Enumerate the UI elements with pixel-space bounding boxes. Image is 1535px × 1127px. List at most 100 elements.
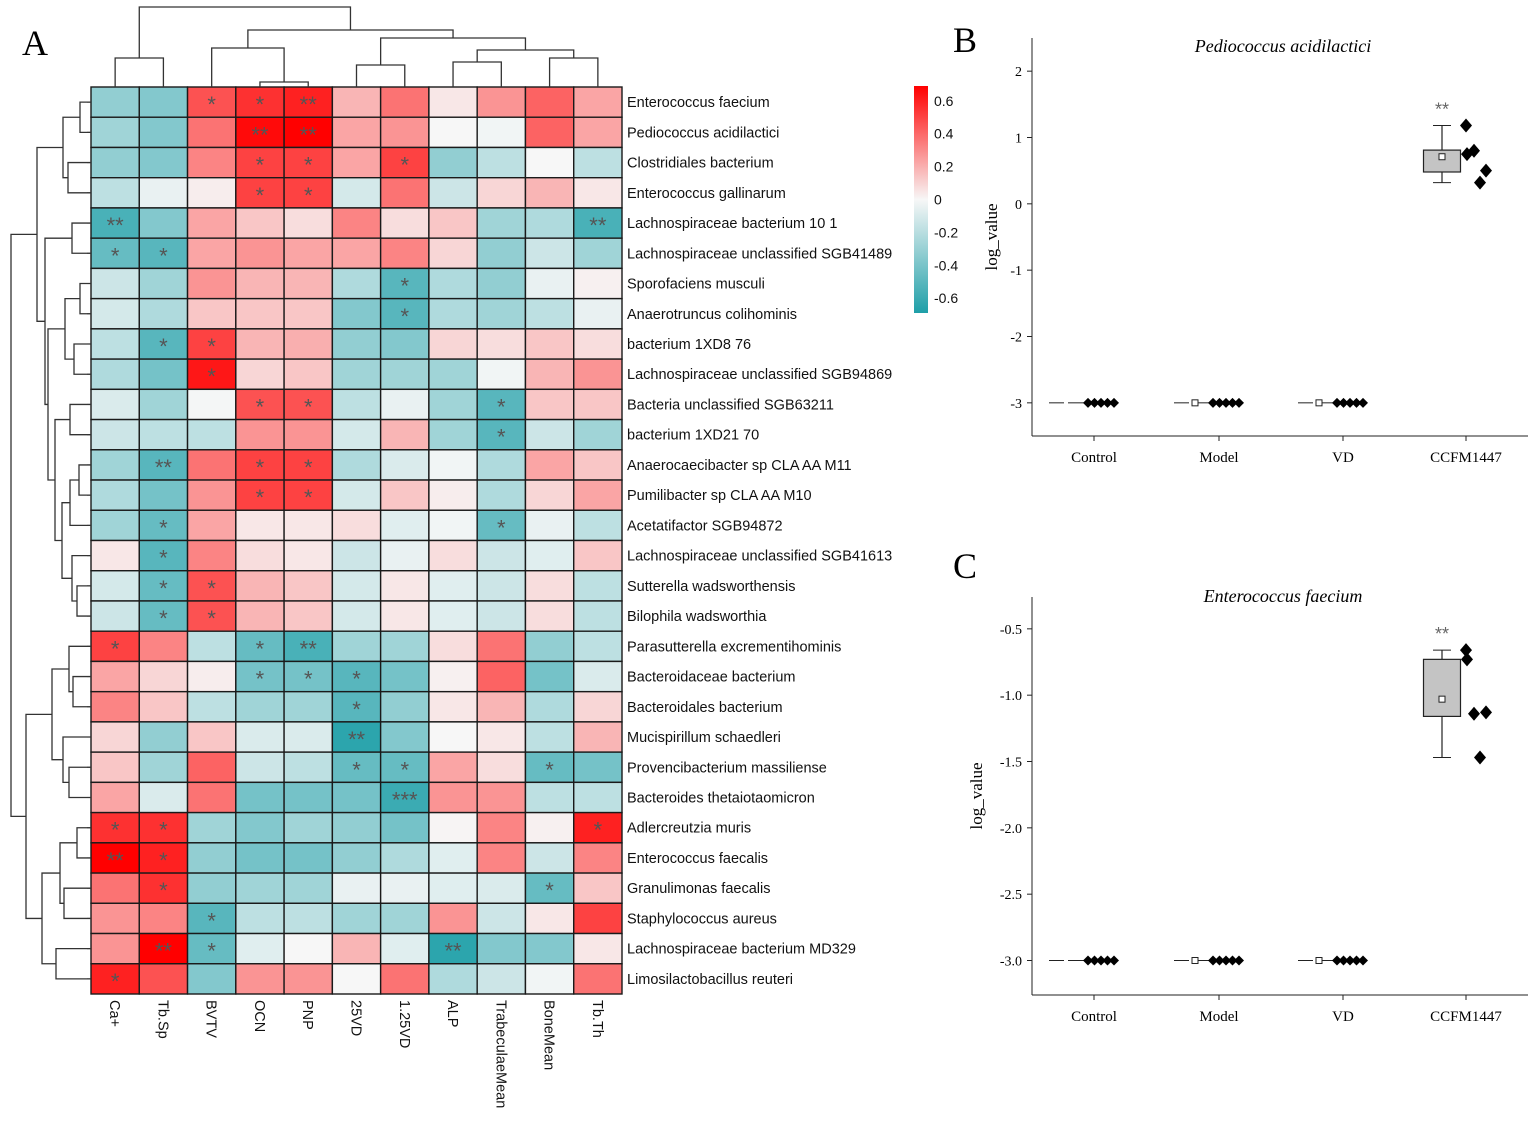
y-tick-label: 2 <box>1015 65 1022 80</box>
heatmap-cell <box>476 207 527 239</box>
heatmap-cell <box>186 418 237 451</box>
heatmap-cell <box>331 479 382 511</box>
heatmap-cell <box>524 963 575 995</box>
heatmap-cell <box>476 963 527 995</box>
significance-mark: ** <box>300 636 318 661</box>
significance-mark: * <box>111 969 120 994</box>
significance-mark: * <box>207 939 216 964</box>
data-point <box>1351 397 1362 408</box>
heatmap-cell <box>573 902 623 935</box>
heatmap-cell <box>331 449 382 481</box>
heatmap-cell <box>428 872 478 904</box>
heatmap-cell <box>186 146 237 179</box>
heatmap-cell <box>428 902 478 935</box>
heatmap-cell <box>573 116 623 149</box>
heatmap-cell <box>138 600 189 632</box>
heatmap-cell <box>428 509 478 542</box>
row-label: Staphylococcus aureus <box>627 911 777 927</box>
heatmap-cell <box>90 297 140 330</box>
heatmap-cell <box>476 176 527 209</box>
heatmap-cell <box>331 267 382 300</box>
heatmap-cell <box>428 358 478 391</box>
x-tick-label: Control <box>1071 1009 1117 1025</box>
data-point <box>1460 118 1472 133</box>
heatmap-cell <box>573 237 623 270</box>
heatmap-cell <box>573 842 623 874</box>
significance-mark: * <box>304 485 313 510</box>
heatmap-cell <box>573 751 623 784</box>
heatmap-cell <box>573 781 623 814</box>
heatmap-cell <box>428 721 478 753</box>
heatmap-cell <box>476 600 527 632</box>
heatmap-cell <box>379 207 430 239</box>
heatmap-cell <box>573 600 623 632</box>
box <box>1422 149 1462 173</box>
heatmap-cell <box>476 842 527 874</box>
heatmap-cell <box>138 86 189 118</box>
heatmap-cell <box>331 509 382 542</box>
data-point <box>1208 955 1218 966</box>
row-dendrogram-branch <box>62 736 91 784</box>
heatmap-cell <box>379 721 430 753</box>
heatmap-cell <box>283 570 334 602</box>
significance-mark: *** <box>392 787 418 812</box>
heatmap-cell <box>573 176 623 209</box>
data-point <box>1089 955 1100 966</box>
row-dendrogram-branch <box>76 585 91 617</box>
significance-mark: * <box>594 818 603 843</box>
heatmap-cell <box>379 630 430 663</box>
heatmap-cell <box>283 811 334 844</box>
heatmap-cell <box>331 358 382 391</box>
significance-mark: * <box>352 667 361 692</box>
significance-mark: * <box>207 576 216 601</box>
heatmap-cell <box>476 479 527 511</box>
significance-mark: * <box>545 757 554 782</box>
heatmap-cell <box>331 781 382 814</box>
data-point <box>1338 955 1349 966</box>
heatmap-cell <box>428 630 478 663</box>
heatmap-cell <box>476 902 527 935</box>
data-point <box>1358 955 1368 966</box>
data-point <box>1480 163 1492 178</box>
data-point <box>1208 397 1218 408</box>
heatmap-cell <box>524 418 575 451</box>
heatmap-cell <box>331 86 382 118</box>
heatmap-cell <box>283 721 334 753</box>
heatmap-cell <box>573 660 623 693</box>
heatmap-cell <box>379 328 430 360</box>
significance-mark: ** <box>300 122 318 147</box>
colorbar-tick-label: 0.2 <box>934 159 954 175</box>
column-label: BVTV <box>203 1000 219 1038</box>
significance-mark: * <box>256 394 265 419</box>
heatmap-cell <box>573 630 623 663</box>
heatmap-cell <box>428 449 478 481</box>
row-dendrogram-branch <box>51 668 69 761</box>
heatmap-cell <box>186 781 237 814</box>
column-dendrogram-branch <box>452 61 502 87</box>
heatmap-cell <box>90 116 140 149</box>
heatmap-cell <box>524 781 575 814</box>
data-point <box>1332 397 1342 408</box>
heatmap-cell <box>573 509 623 542</box>
heatmap-cell <box>573 328 623 360</box>
heatmap-cell <box>573 297 623 330</box>
heatmap-cell <box>90 811 140 844</box>
column-label: PNP <box>299 1000 315 1030</box>
row-label: Lachnospiraceae bacterium 10 1 <box>627 216 837 232</box>
heatmap-cell <box>235 297 285 330</box>
row-label: Bacteroidaceae bacterium <box>627 670 795 686</box>
heatmap-cell <box>186 479 237 511</box>
heatmap-cell <box>186 176 237 209</box>
y-tick-label: -1.0 <box>1000 689 1022 704</box>
column-label: Tb.Th <box>589 1000 605 1038</box>
heatmap: * * ** Enterococcus faecium** ** Pediococcus … <box>10 6 958 1108</box>
heatmap-cell <box>476 721 527 753</box>
row-dendrogram-branch <box>10 233 37 818</box>
plot-title: Enterococcus faecium <box>1203 586 1363 606</box>
heatmap-cell <box>379 297 430 330</box>
row-dendrogram-branch <box>25 713 52 920</box>
data-point <box>1096 955 1106 966</box>
heatmap-cell <box>235 237 285 270</box>
heatmap-cell <box>331 811 382 844</box>
heatmap-cell <box>476 570 527 602</box>
